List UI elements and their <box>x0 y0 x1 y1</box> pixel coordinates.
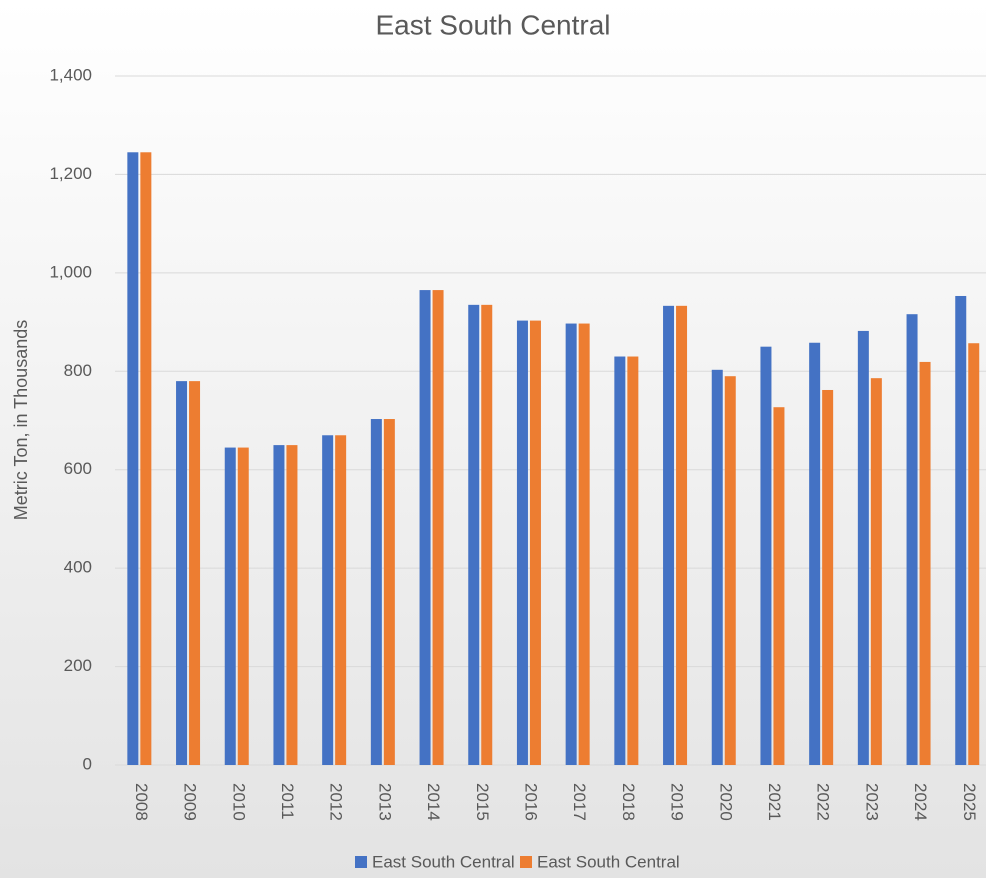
bar <box>663 305 675 765</box>
bar <box>273 445 285 765</box>
x-tick-label: 2014 <box>424 783 443 821</box>
x-tick-label: 2010 <box>229 783 248 821</box>
bar <box>176 381 188 765</box>
bar <box>565 323 577 765</box>
bar <box>432 290 444 765</box>
chart-title: East South Central <box>375 9 610 40</box>
bar <box>516 320 528 765</box>
bar <box>870 378 882 765</box>
y-tick-label: 1,200 <box>49 164 92 183</box>
x-tick-label: 2011 <box>278 783 297 820</box>
x-tick-label: 2021 <box>765 783 784 821</box>
x-tick-label: 2018 <box>619 783 638 821</box>
y-tick-label: 800 <box>64 361 92 380</box>
bar <box>773 407 785 765</box>
bar <box>224 447 236 765</box>
legend-swatch <box>355 856 367 868</box>
bar <box>614 356 626 765</box>
legend-swatch <box>520 856 532 868</box>
bar <box>322 435 334 765</box>
x-tick-label: 2019 <box>668 783 687 821</box>
bar <box>968 343 980 765</box>
bar <box>237 447 249 765</box>
x-tick-label: 2012 <box>327 783 346 821</box>
bar <box>627 356 639 765</box>
bar <box>857 330 869 765</box>
x-tick-label: 2017 <box>570 783 589 821</box>
y-tick-label: 1,400 <box>49 65 92 84</box>
y-tick-label: 400 <box>64 558 92 577</box>
bar <box>189 381 201 765</box>
y-tick-label: 600 <box>64 459 92 478</box>
bar <box>529 320 541 765</box>
bar <box>127 152 139 765</box>
bar <box>760 346 772 765</box>
y-tick-label: 200 <box>64 656 92 675</box>
x-tick-label: 2022 <box>814 783 833 821</box>
y-tick-label: 0 <box>83 754 92 773</box>
bar <box>383 419 395 765</box>
legend-label: East South Central <box>537 852 680 871</box>
bar <box>822 389 834 765</box>
x-tick-label: 2020 <box>716 783 735 821</box>
y-tick-label: 1,000 <box>49 262 92 281</box>
x-tick-label: 2023 <box>862 783 881 821</box>
x-tick-label: 2013 <box>375 783 394 821</box>
x-tick-label: 2016 <box>521 783 540 821</box>
x-tick-label: 2009 <box>181 783 200 821</box>
bar <box>578 323 590 765</box>
y-axis-label: Metric Ton, in Thousands <box>11 320 31 520</box>
bar <box>140 152 152 765</box>
bar <box>809 342 821 765</box>
bar <box>919 361 931 765</box>
x-tick-label: 2015 <box>473 783 492 821</box>
legend-label: East South Central <box>372 852 515 871</box>
x-tick-label: 2025 <box>960 783 979 821</box>
x-tick-label: 2008 <box>132 783 151 821</box>
x-tick-label: 2024 <box>911 783 930 821</box>
bar <box>676 305 688 765</box>
bar <box>335 435 347 765</box>
bar <box>481 304 493 765</box>
bar <box>468 304 480 765</box>
bar <box>711 369 723 765</box>
bar <box>370 419 382 765</box>
bar <box>724 376 736 765</box>
bar <box>955 295 967 765</box>
bar <box>419 290 431 765</box>
bar <box>906 314 918 765</box>
bar <box>286 445 298 765</box>
